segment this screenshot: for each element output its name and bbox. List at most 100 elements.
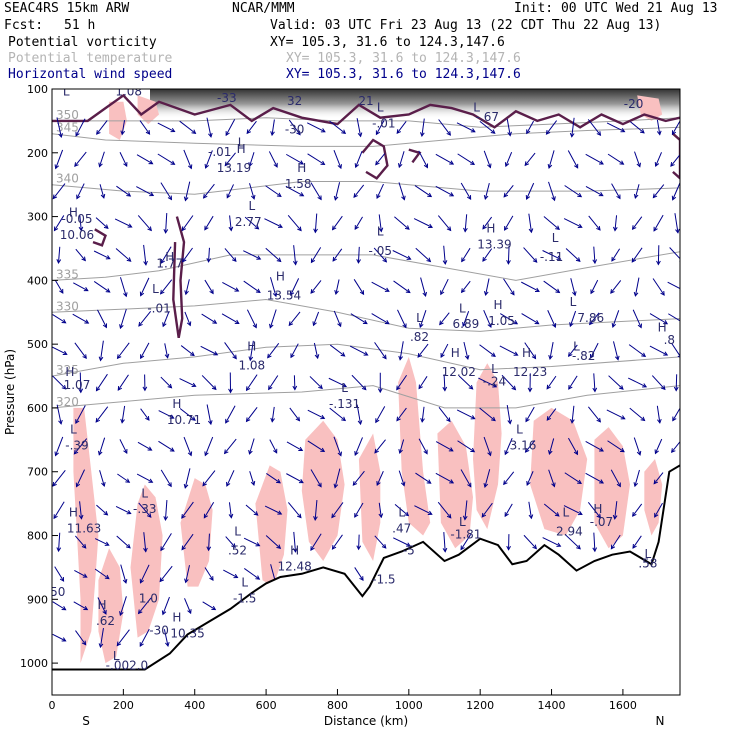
- y-tick-label-500: 500: [27, 338, 48, 351]
- theta-label-330: 330: [56, 299, 79, 313]
- wind-vector-151: [249, 183, 256, 200]
- wind-vector-318: [506, 118, 512, 137]
- wind-vector-45: [99, 470, 106, 487]
- wind-vector-157: [245, 374, 258, 392]
- wind-vector-102: [179, 120, 197, 134]
- wind-vector-219: [331, 502, 344, 519]
- wind-vector-358: [543, 503, 560, 517]
- wind-vector-38: [93, 250, 111, 260]
- wind-vector-120: [202, 183, 215, 199]
- wind-vector-42: [95, 373, 108, 392]
- pv-label-57: L: [341, 381, 348, 395]
- stratosphere-shading: [150, 89, 680, 119]
- wind-vector-171: [267, 343, 280, 359]
- wind-vector-419: [653, 214, 664, 232]
- pv-label-92: -50: [46, 585, 66, 599]
- pv-label-35: L: [459, 301, 466, 315]
- wind-vector-158: [245, 406, 258, 423]
- wind-vector-398: [607, 440, 625, 453]
- wind-vector-142: [228, 372, 233, 394]
- wind-vector-85: [157, 122, 176, 133]
- pv-label-5: 21: [358, 94, 373, 108]
- wind-vector-242: [371, 313, 390, 325]
- terrain-layer: [52, 464, 680, 695]
- pv-label-2: H: [119, 78, 128, 92]
- wind-vector-83: [137, 597, 152, 615]
- wind-vector-328: [504, 437, 513, 456]
- wind-vector-187: [292, 375, 298, 391]
- wind-vector-129: [202, 470, 216, 487]
- wind-vector-188: [289, 407, 301, 422]
- wind-vector-352: [547, 310, 557, 328]
- wind-vector-308: [482, 216, 493, 230]
- wind-vector-381: [589, 342, 599, 359]
- wind-vector-346: [545, 120, 558, 135]
- y-tick-label-300: 300: [27, 211, 48, 224]
- wind-vector-115: [181, 533, 194, 551]
- wind-vector-79: [136, 473, 154, 483]
- wind-vector-278: [435, 153, 455, 165]
- wind-vector-148: [223, 569, 239, 579]
- wind-vector-88: [163, 213, 169, 234]
- wind-vector-414: [632, 503, 643, 517]
- wind-vector-176: [264, 505, 283, 515]
- wind-vector-168: [265, 247, 282, 263]
- wind-vector-287: [435, 441, 454, 452]
- theta-label-345: 345: [56, 121, 79, 135]
- pv-label-45: H: [247, 340, 256, 354]
- pv-label-28: -.11: [540, 250, 563, 264]
- wind-vector-172: [268, 375, 279, 391]
- pv-label-65: H: [69, 505, 78, 519]
- wind-vector-273: [420, 406, 425, 423]
- wind-vector-92: [164, 343, 170, 359]
- wind-vector-335: [528, 213, 534, 234]
- wind-vector-65: [120, 564, 128, 584]
- wind-vector-230: [356, 404, 363, 426]
- wind-vector-294: [463, 214, 468, 233]
- pv-label-3: -33: [217, 91, 237, 105]
- wind-vector-433: [669, 247, 680, 262]
- wind-vector-131: [206, 533, 212, 552]
- wind-vector-72: [143, 244, 148, 266]
- wind-vector-93: [160, 376, 173, 389]
- wind-vector-56: [119, 277, 128, 298]
- vertical-motion-layer: [73, 95, 663, 664]
- wind-vector-77: [140, 408, 150, 421]
- wind-vector-268: [415, 247, 432, 263]
- wind-vector-378: [592, 246, 598, 265]
- wind-vector-342: [524, 440, 536, 453]
- wind-vector-34: [96, 120, 108, 135]
- wind-vector-343: [526, 471, 534, 486]
- wind-vector-399: [610, 469, 621, 488]
- x-tick-label-1600: 1600: [609, 699, 637, 712]
- pv-label-32: 13.54: [267, 289, 301, 303]
- wind-vector-298: [463, 341, 470, 361]
- wind-vector-94: [158, 410, 175, 419]
- pv-label-52: -.82: [572, 349, 595, 363]
- wind-vector-320: [503, 185, 514, 198]
- wind-vector-141: [224, 342, 237, 360]
- wind-vector-397: [606, 409, 626, 420]
- wind-vector-354: [546, 375, 557, 390]
- wind-vector-316: [483, 469, 491, 489]
- pv-label-23: L: [377, 225, 384, 239]
- pv-label-19: -0.05: [61, 212, 92, 226]
- wind-vector-185: [288, 311, 301, 327]
- wind-vector-244: [377, 372, 383, 394]
- wind-vector-206: [310, 533, 322, 551]
- wind-vector-384: [585, 440, 604, 452]
- pv-label-56: 1.07: [64, 378, 91, 392]
- y-axis-label: Pressure (hPa): [3, 349, 17, 435]
- wind-vector-262: [394, 504, 410, 517]
- wind-vector-43: [95, 406, 109, 423]
- theta-contour-345: [52, 126, 680, 147]
- wind-vector-84: [139, 628, 150, 647]
- wind-vector-415: [632, 535, 642, 549]
- wind-vector-175: [266, 473, 281, 484]
- pv-label-46: 1.08: [238, 359, 265, 373]
- wind-vector-248: [378, 502, 384, 519]
- pv-label-86: -1.5: [233, 592, 256, 606]
- pv-contour-4: [92, 228, 107, 247]
- pv-label-18: H: [69, 206, 78, 220]
- y-tick-label-1000: 1000: [20, 657, 48, 670]
